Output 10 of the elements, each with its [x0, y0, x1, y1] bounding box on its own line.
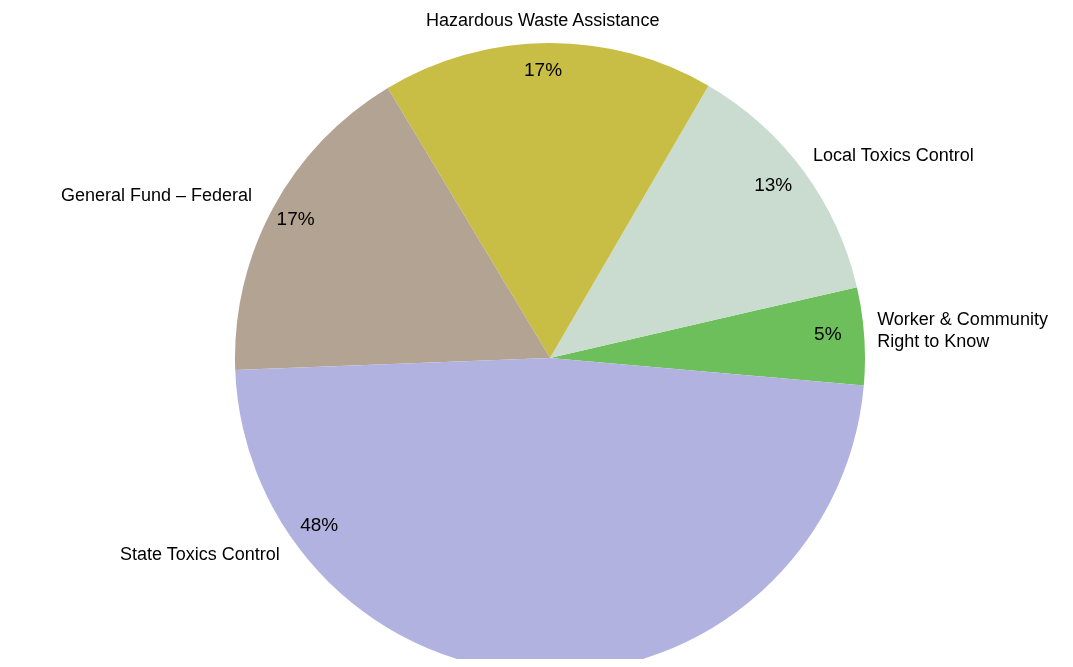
slice-label: Hazardous Waste Assistance — [425, 10, 660, 31]
data-label: 48% — [300, 513, 339, 535]
slice-label: Local Toxics Control — [813, 145, 974, 166]
data-label: 13% — [754, 174, 793, 196]
slice-label: State Toxics Control — [120, 544, 280, 565]
slice-label: Worker & Community Right to Know — [877, 308, 1048, 351]
data-label: 17% — [524, 59, 563, 81]
data-label: 5% — [814, 322, 842, 344]
data-label: 17% — [276, 207, 315, 229]
slice-label: General Fund – Federal — [60, 184, 253, 205]
